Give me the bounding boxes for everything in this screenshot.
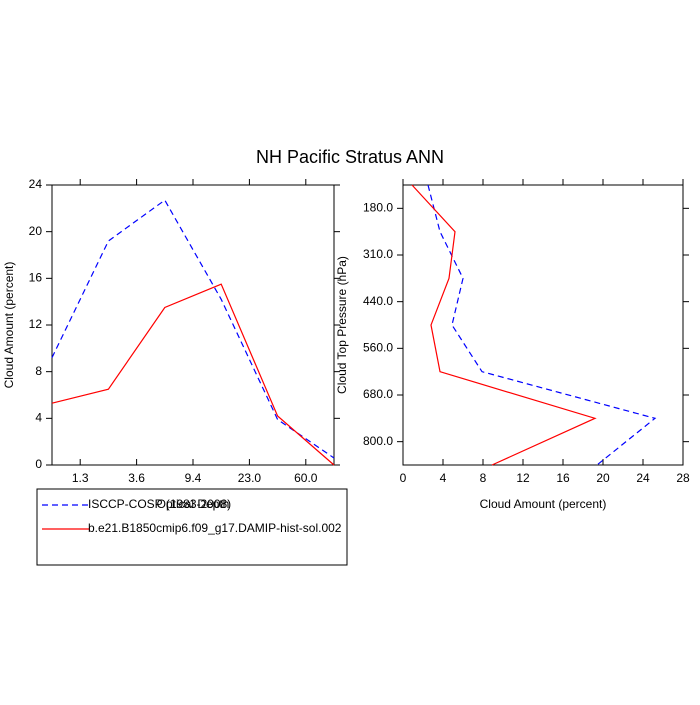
x-tick-label: 60.0	[294, 471, 318, 485]
series-line	[427, 184, 657, 466]
x-tick-label: 16	[556, 471, 570, 485]
x-tick-label: 0	[400, 471, 407, 485]
y-tick-label: 12	[29, 317, 43, 331]
y-tick-label: 800.0	[363, 434, 393, 448]
y-tick-label: 16	[29, 271, 43, 285]
x-tick-label: 12	[516, 471, 530, 485]
x-tick-label: 9.4	[185, 471, 202, 485]
y-axis-label: Cloud Amount (percent)	[2, 262, 16, 389]
y-tick-label: 560.0	[363, 341, 393, 355]
plot-frame	[51, 184, 335, 466]
chart-title: NH Pacific Stratus ANN	[256, 147, 444, 167]
legend-label: b.e21.B1850cmip6.f09_g17.DAMIP-hist-sol.…	[88, 521, 342, 535]
legend-box	[36, 488, 348, 566]
x-tick-label: 20	[596, 471, 610, 485]
x-tick-label: 8	[480, 471, 487, 485]
x-axis-label: Cloud Amount (percent)	[480, 497, 607, 511]
x-tick-label: 4	[440, 471, 447, 485]
x-tick-label: 28	[676, 471, 690, 485]
y-tick-label: 310.0	[363, 247, 393, 261]
y-tick-label: 4	[35, 411, 42, 425]
x-tick-label: 3.6	[128, 471, 145, 485]
series-line	[411, 184, 597, 466]
x-tick-label: 1.3	[72, 471, 89, 485]
y-tick-label: 180.0	[363, 201, 393, 215]
y-tick-label: 0	[35, 457, 42, 471]
y-tick-label: 680.0	[363, 387, 393, 401]
x-tick-label: 24	[636, 471, 650, 485]
y-tick-label: 8	[35, 364, 42, 378]
y-tick-label: 20	[29, 224, 43, 238]
plot-frame	[402, 184, 684, 466]
legend-label: ISCCP-COSP (1983-2008)	[88, 497, 231, 511]
x-tick-label: 23.0	[238, 471, 262, 485]
y-axis-label: Cloud Top Pressure (hPa)	[335, 256, 349, 394]
series-line	[51, 283, 335, 466]
x-axis-label: Optical Depth	[157, 497, 230, 511]
y-tick-label: 440.0	[363, 294, 393, 308]
series-line	[51, 199, 335, 459]
y-tick-label: 24	[29, 177, 43, 191]
